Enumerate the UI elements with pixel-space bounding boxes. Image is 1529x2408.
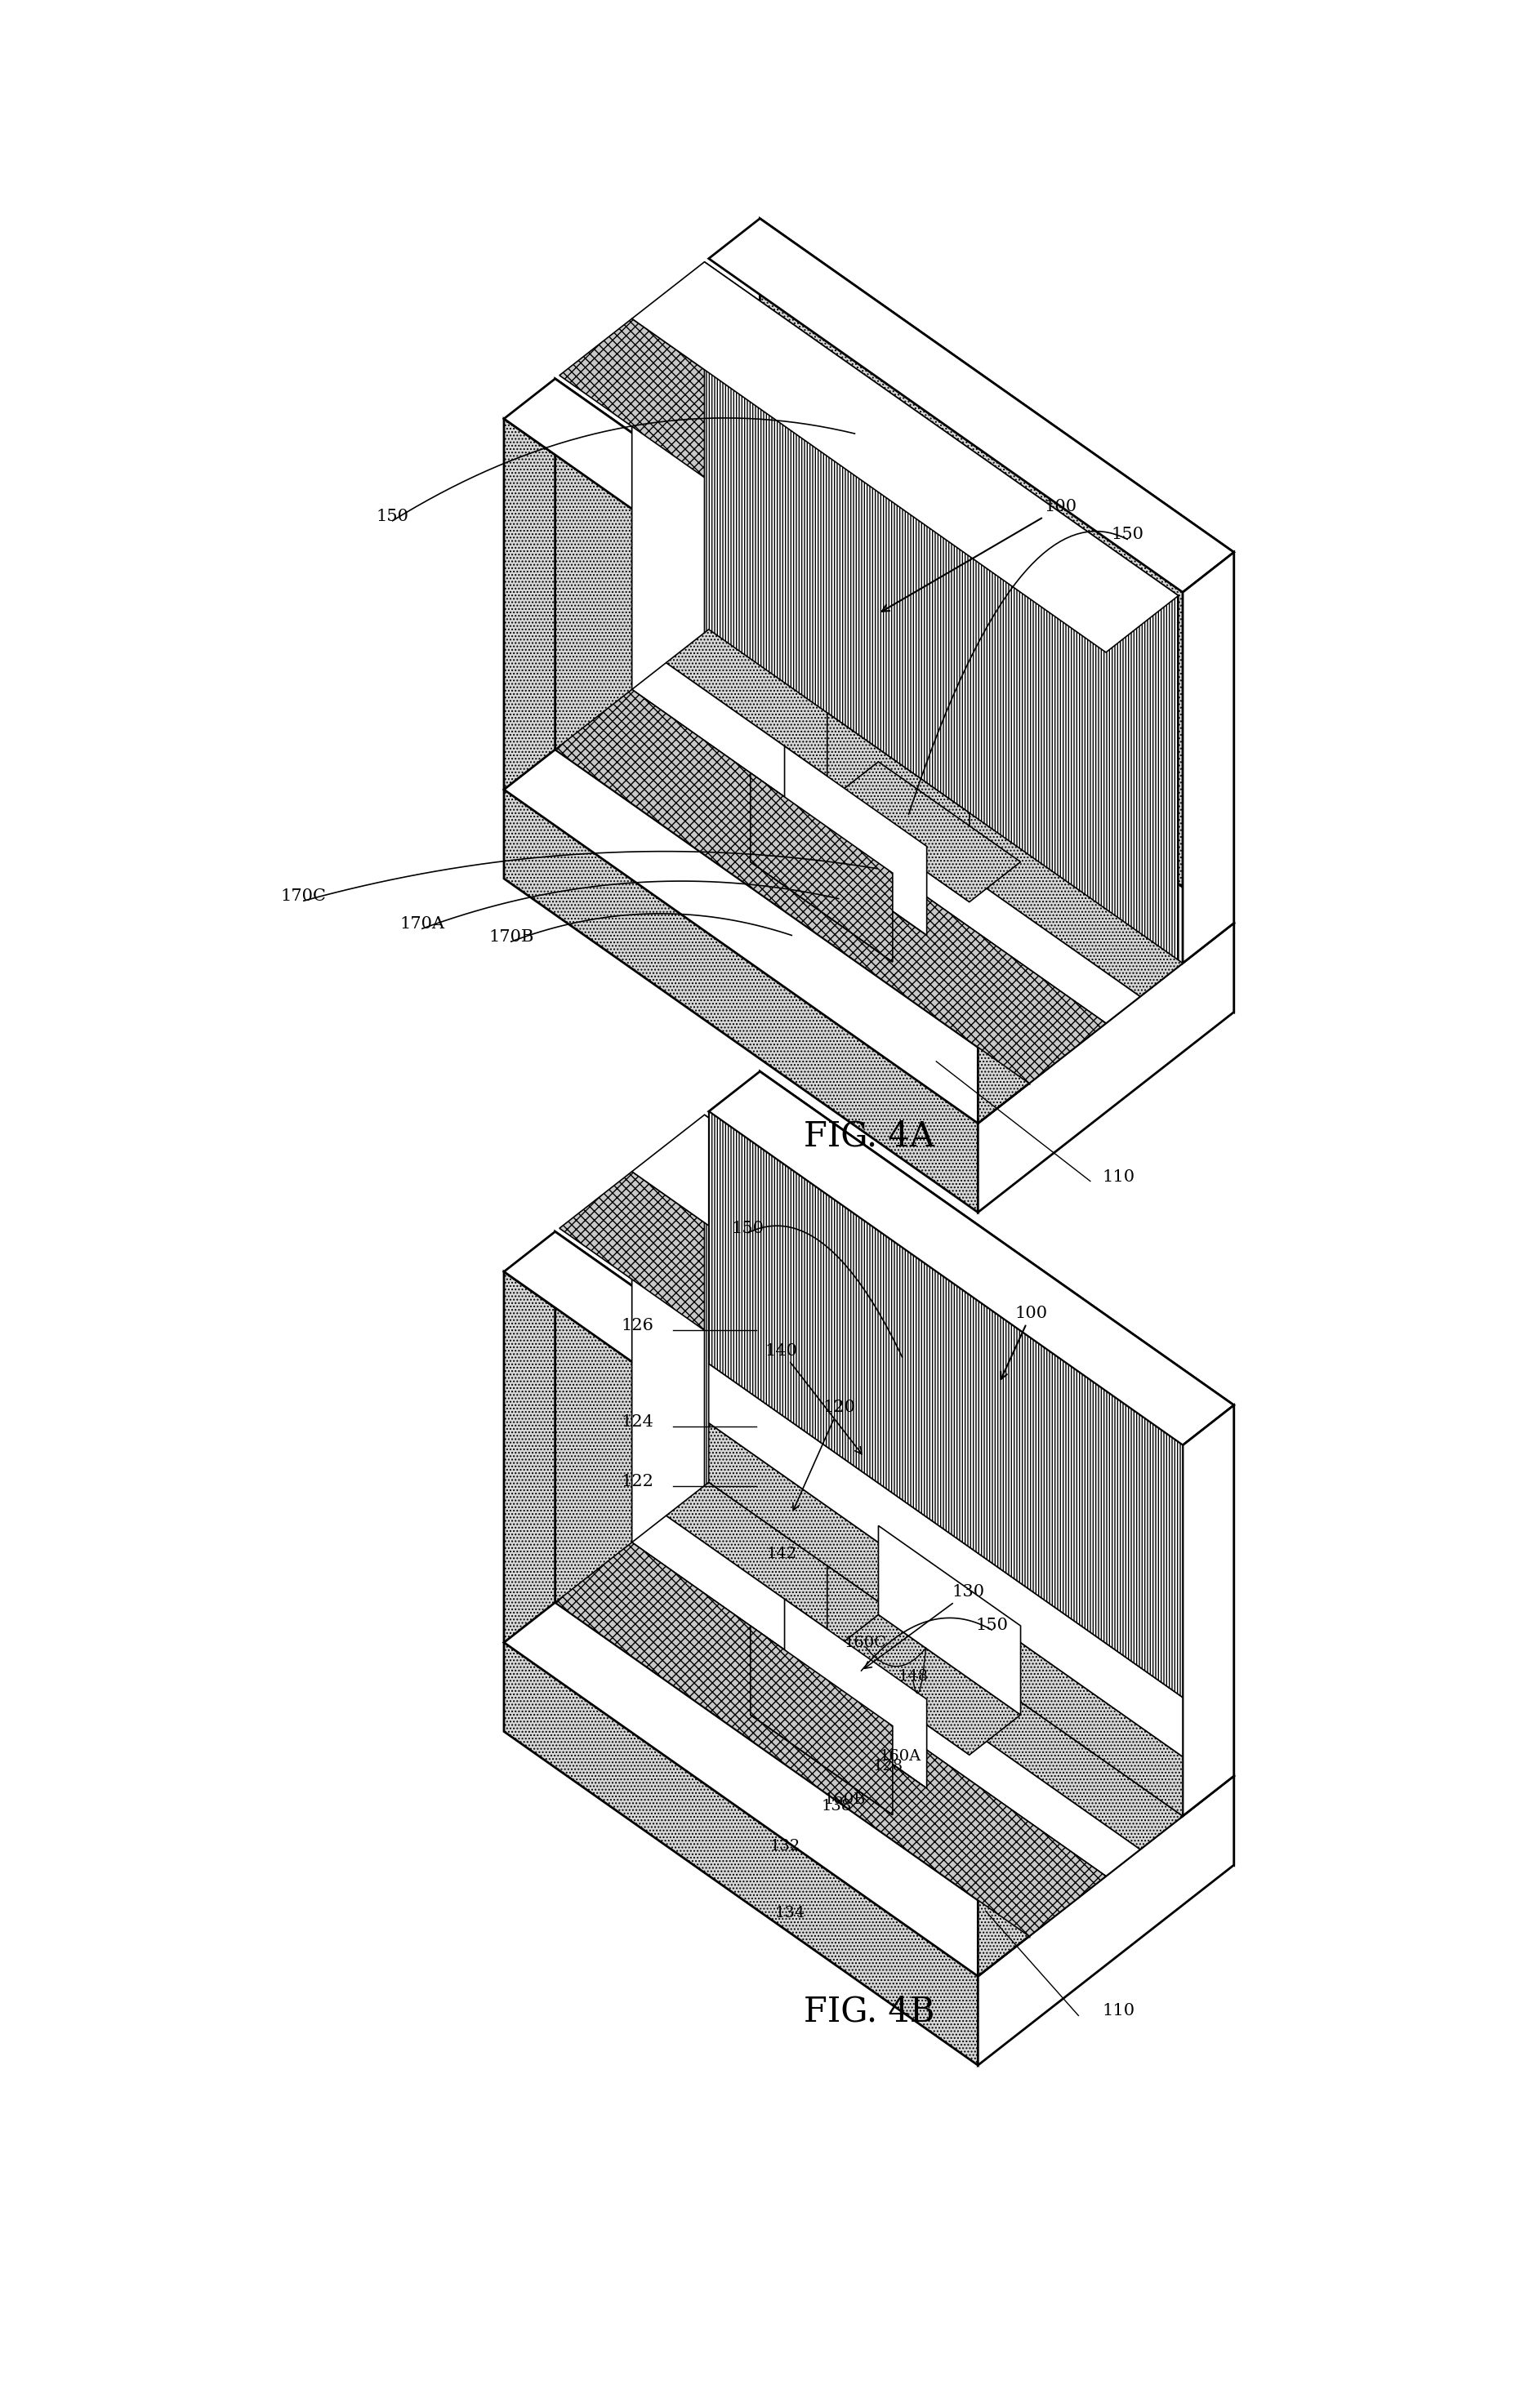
Polygon shape bbox=[555, 1544, 1105, 1936]
Text: 120: 120 bbox=[794, 1399, 855, 1510]
Text: 150: 150 bbox=[1112, 527, 1144, 542]
Polygon shape bbox=[631, 662, 1141, 1023]
Polygon shape bbox=[709, 1112, 1183, 1698]
Text: FIG. 4B: FIG. 4B bbox=[803, 1994, 934, 2028]
Polygon shape bbox=[827, 761, 1021, 903]
Polygon shape bbox=[709, 1423, 1183, 1816]
Polygon shape bbox=[979, 1565, 1029, 1977]
Polygon shape bbox=[979, 922, 1234, 1211]
Polygon shape bbox=[751, 1714, 893, 1816]
Polygon shape bbox=[505, 1230, 1029, 1606]
Polygon shape bbox=[555, 1230, 1029, 1936]
Polygon shape bbox=[878, 1527, 1021, 1714]
Polygon shape bbox=[784, 746, 927, 934]
Text: 160B: 160B bbox=[824, 1792, 867, 1806]
Polygon shape bbox=[631, 1173, 1105, 1876]
Polygon shape bbox=[631, 318, 1105, 1023]
Polygon shape bbox=[505, 590, 1234, 1122]
Polygon shape bbox=[827, 1616, 1021, 1755]
Polygon shape bbox=[555, 689, 1105, 1084]
Polygon shape bbox=[705, 262, 1179, 966]
Text: 138: 138 bbox=[821, 1799, 852, 1813]
Polygon shape bbox=[760, 219, 1234, 922]
Text: 150: 150 bbox=[732, 1221, 764, 1235]
Polygon shape bbox=[631, 318, 1105, 1023]
Polygon shape bbox=[631, 1173, 1105, 1876]
Polygon shape bbox=[784, 1688, 927, 1789]
Polygon shape bbox=[667, 628, 1183, 997]
Polygon shape bbox=[560, 318, 1105, 708]
Polygon shape bbox=[505, 419, 979, 1211]
Text: FIG. 4A: FIG. 4A bbox=[804, 1120, 934, 1153]
Polygon shape bbox=[709, 1363, 1183, 1758]
Polygon shape bbox=[709, 1072, 1234, 1445]
Polygon shape bbox=[505, 1442, 1234, 1977]
Polygon shape bbox=[560, 1173, 1105, 1563]
Polygon shape bbox=[705, 1115, 1179, 1820]
Polygon shape bbox=[760, 1442, 1234, 1864]
Text: 148: 148 bbox=[898, 1669, 928, 1683]
Text: 134: 134 bbox=[775, 1905, 806, 1922]
Polygon shape bbox=[1183, 1406, 1234, 1816]
Text: 170B: 170B bbox=[488, 929, 534, 944]
Text: 140: 140 bbox=[764, 1344, 862, 1454]
Polygon shape bbox=[505, 378, 1029, 751]
Text: 132: 132 bbox=[771, 1840, 801, 1854]
Text: 130: 130 bbox=[864, 1584, 985, 1669]
Polygon shape bbox=[760, 590, 1234, 1011]
Text: 100: 100 bbox=[1001, 1305, 1047, 1380]
Text: 126: 126 bbox=[621, 1317, 654, 1334]
Text: 128: 128 bbox=[873, 1758, 904, 1775]
Text: 150: 150 bbox=[976, 1618, 1008, 1633]
Polygon shape bbox=[751, 862, 893, 963]
Text: 110: 110 bbox=[1102, 2003, 1135, 2018]
Text: 124: 124 bbox=[621, 1413, 654, 1430]
Text: 170A: 170A bbox=[399, 917, 445, 932]
Polygon shape bbox=[667, 1483, 1183, 1849]
Text: 150: 150 bbox=[376, 508, 408, 525]
Text: 160C: 160C bbox=[844, 1635, 887, 1649]
Polygon shape bbox=[979, 713, 1029, 1122]
Polygon shape bbox=[631, 1115, 1179, 1505]
Text: 142: 142 bbox=[766, 1546, 797, 1560]
Polygon shape bbox=[751, 773, 893, 963]
Polygon shape bbox=[631, 1515, 1141, 1876]
Polygon shape bbox=[505, 1271, 979, 2066]
Polygon shape bbox=[784, 1599, 927, 1789]
Polygon shape bbox=[979, 1777, 1234, 2066]
Polygon shape bbox=[760, 1072, 1234, 1777]
Polygon shape bbox=[827, 713, 969, 903]
Polygon shape bbox=[827, 1565, 969, 1755]
Polygon shape bbox=[1183, 551, 1234, 963]
Text: 160A: 160A bbox=[879, 1748, 922, 1763]
Text: 100: 100 bbox=[882, 498, 1076, 612]
Text: 122: 122 bbox=[621, 1474, 654, 1488]
Polygon shape bbox=[751, 1625, 893, 1816]
Text: 110: 110 bbox=[1102, 1168, 1135, 1185]
Polygon shape bbox=[555, 378, 1029, 1084]
Polygon shape bbox=[631, 262, 1179, 653]
Text: 170C: 170C bbox=[281, 889, 327, 903]
Polygon shape bbox=[784, 836, 927, 934]
Polygon shape bbox=[709, 219, 1234, 592]
